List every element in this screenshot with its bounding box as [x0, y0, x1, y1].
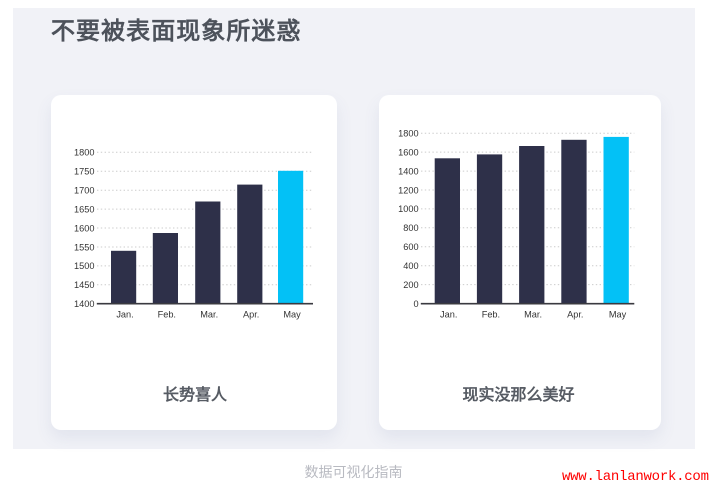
- svg-text:1400: 1400: [74, 299, 94, 309]
- svg-text:Apr.: Apr.: [567, 310, 583, 320]
- svg-text:1750: 1750: [74, 167, 94, 177]
- svg-text:May: May: [283, 310, 301, 320]
- svg-text:1500: 1500: [74, 261, 94, 271]
- svg-text:1800: 1800: [398, 129, 418, 139]
- svg-text:600: 600: [403, 242, 418, 252]
- svg-text:Jan.: Jan.: [440, 310, 457, 320]
- svg-text:Mar.: Mar.: [524, 310, 542, 320]
- svg-text:Jan.: Jan.: [116, 310, 133, 320]
- svg-text:1600: 1600: [398, 147, 418, 157]
- svg-text:Mar.: Mar.: [200, 310, 218, 320]
- svg-text:0: 0: [413, 299, 418, 309]
- svg-text:1800: 1800: [74, 148, 94, 158]
- svg-text:Feb.: Feb.: [158, 310, 176, 320]
- svg-text:Feb.: Feb.: [482, 310, 500, 320]
- svg-text:1400: 1400: [398, 166, 418, 176]
- svg-text:1550: 1550: [74, 242, 94, 252]
- svg-text:1000: 1000: [398, 204, 418, 214]
- svg-text:1600: 1600: [74, 223, 94, 233]
- svg-text:800: 800: [403, 223, 418, 233]
- svg-text:Apr.: Apr.: [243, 310, 259, 320]
- svg-text:1650: 1650: [74, 204, 94, 214]
- svg-text:1450: 1450: [74, 280, 94, 290]
- svg-text:400: 400: [403, 261, 418, 271]
- svg-text:200: 200: [403, 280, 418, 290]
- svg-text:1700: 1700: [74, 186, 94, 196]
- svg-text:1200: 1200: [398, 185, 418, 195]
- svg-text:May: May: [609, 310, 627, 320]
